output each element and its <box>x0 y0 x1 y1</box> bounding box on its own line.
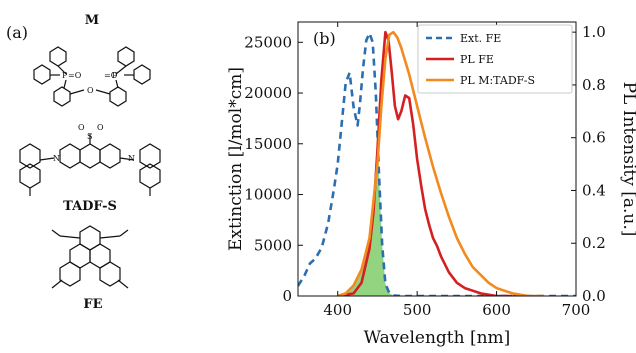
atom-label: P <box>62 71 68 80</box>
overlap-area <box>337 153 402 296</box>
molecule-name: TADF-S <box>63 199 117 214</box>
molecule-m-atoms: P =O O P =O <box>62 71 118 95</box>
y2-tick-label: 0.8 <box>582 76 606 94</box>
atom-label: =O <box>104 71 118 80</box>
legend-label: PL M:TADF-S <box>460 74 535 87</box>
panel-b-label: (b) <box>313 29 336 48</box>
series-line <box>298 31 576 296</box>
y2-tick-label: 0.0 <box>582 287 606 305</box>
panel-a-label: (a) <box>6 23 28 42</box>
molecule-tadf-s-atoms: O O S N N <box>53 123 135 163</box>
molecule-m-structure <box>33 46 151 107</box>
atom-label: O <box>87 86 94 95</box>
legend: Ext. FE PL FE PL M:TADF-S <box>417 24 573 94</box>
plot-frame <box>297 21 577 297</box>
molecule-fe-structure <box>51 225 129 289</box>
spectra-chart: 400 500 600 700 0 5000 10000 15000 20000 25000 0.0… <box>226 21 636 348</box>
y2-tick-label: 0.6 <box>582 129 606 147</box>
atom-label: O <box>97 123 104 132</box>
atom-label: O <box>78 123 85 132</box>
x-tick-label: 400 <box>323 301 352 319</box>
molecule-tadf-s-structure <box>19 134 161 196</box>
legend-label: PL FE <box>460 53 494 66</box>
legend-label: Ext. FE <box>460 32 501 45</box>
overlap-fill-layer <box>337 153 402 296</box>
panel-a: (a) P =O O P =O M <box>6 13 161 312</box>
x-tick-label: 600 <box>482 301 511 319</box>
atom-label: P <box>112 71 118 80</box>
y-tick-label: 15000 <box>244 135 292 153</box>
y-tick-label: 0 <box>282 287 292 305</box>
molecule-name: FE <box>83 297 102 312</box>
axes-layer: 400 500 600 700 0 5000 10000 15000 20000 25000 0.0… <box>244 22 606 319</box>
atom-label: N <box>53 154 60 163</box>
atom-label: =O <box>68 71 82 80</box>
x-axis-title: Wavelength [nm] <box>364 328 511 348</box>
x-tick-label: 500 <box>403 301 432 319</box>
y-tick-label: 10000 <box>244 186 292 204</box>
y2-tick-label: 0.2 <box>582 234 606 252</box>
y-axis-title: Extinction [l/mol*cm] <box>226 67 246 251</box>
series-layer <box>298 30 576 296</box>
series-line <box>337 30 545 296</box>
x-tick-label: 700 <box>562 301 591 319</box>
y2-tick-label: 1.0 <box>582 23 606 41</box>
atom-label: S <box>87 132 92 141</box>
y-tick-label: 5000 <box>254 236 292 254</box>
legend-box <box>417 24 573 94</box>
y2-axis-title: PL Intensity [a.u.] <box>619 82 636 237</box>
y2-tick-label: 0.4 <box>582 181 606 199</box>
molecule-name: M <box>85 13 99 28</box>
atom-label: N <box>128 154 135 163</box>
y-tick-label: 20000 <box>244 84 292 102</box>
y-tick-label: 25000 <box>244 33 292 51</box>
